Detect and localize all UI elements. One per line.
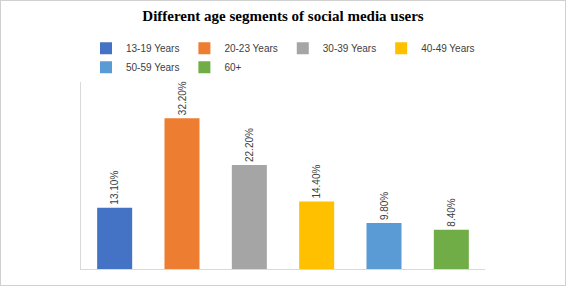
- svg-text:22.20%: 22.20%: [244, 128, 255, 162]
- svg-text:Different age segments of soci: Different age segments of social media u…: [142, 8, 423, 24]
- svg-text:8.40%: 8.40%: [446, 198, 457, 226]
- svg-text:60+: 60+: [224, 62, 241, 73]
- svg-text:40-49 Years: 40-49 Years: [421, 43, 474, 54]
- svg-text:32.20%: 32.20%: [177, 81, 188, 115]
- svg-text:9.80%: 9.80%: [379, 192, 390, 220]
- svg-text:14.40%: 14.40%: [311, 165, 322, 199]
- svg-text:13.10%: 13.10%: [109, 171, 120, 205]
- svg-text:50-59 Years: 50-59 Years: [126, 62, 179, 73]
- svg-text:30-39 Years: 30-39 Years: [323, 43, 376, 54]
- svg-text:13-19 Years: 13-19 Years: [126, 43, 179, 54]
- svg-text:20-23 Years: 20-23 Years: [224, 43, 277, 54]
